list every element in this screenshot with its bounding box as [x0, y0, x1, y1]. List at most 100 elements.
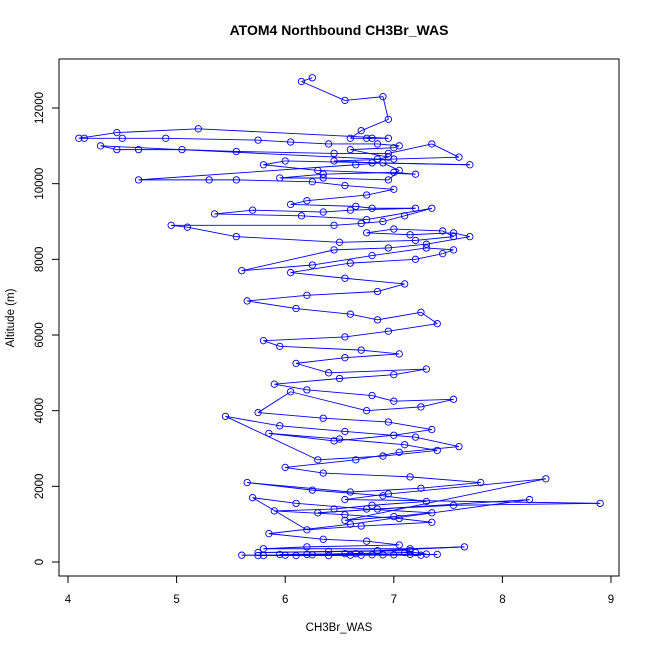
series-segment: [290, 262, 351, 274]
data-point: [362, 229, 371, 237]
data-point: [113, 145, 121, 154]
series-segment: [388, 421, 432, 431]
data-point: [411, 204, 420, 212]
data-point: [341, 333, 349, 341]
data-point: [183, 223, 192, 231]
data-point: [357, 346, 365, 354]
data-point: [341, 96, 349, 105]
data-point: [276, 342, 284, 350]
series-segment: [78, 132, 117, 139]
data-point: [308, 178, 316, 186]
data-point: [352, 550, 360, 558]
series-segment: [241, 264, 313, 272]
series-segment: [344, 478, 546, 521]
data-point: [330, 149, 338, 158]
data-point: [428, 140, 436, 148]
data-point: [401, 212, 409, 220]
data-point: [221, 412, 230, 420]
series-segment: [274, 378, 340, 385]
series-segment: [344, 96, 383, 101]
series-segment: [290, 204, 356, 207]
data-point: [303, 291, 311, 299]
data-point: [362, 191, 371, 199]
data-point: [286, 268, 295, 277]
series-segment: [344, 330, 389, 338]
data-point: [319, 469, 327, 477]
series-segment: [431, 143, 460, 158]
data-point: [390, 185, 398, 193]
data-point: [346, 551, 355, 559]
data-point: [384, 490, 393, 498]
data-point: [368, 551, 376, 559]
data-point: [384, 176, 393, 184]
data-point: [346, 145, 355, 154]
data-point: [428, 425, 436, 434]
series-segment: [323, 472, 411, 478]
series-segment: [290, 391, 367, 412]
data-point: [276, 550, 284, 559]
data-point: [330, 505, 338, 513]
series-segment: [355, 205, 373, 209]
x-tick-label: 8: [499, 594, 505, 606]
series-segment: [268, 533, 324, 540]
series-segment: [312, 181, 345, 187]
data-point: [373, 505, 382, 513]
data-point: [357, 127, 365, 135]
series-segment: [225, 415, 318, 461]
data-point: [379, 217, 387, 226]
y-tick-label: 0: [34, 559, 46, 565]
data-point: [324, 547, 333, 556]
data-point: [341, 550, 349, 558]
series-segment: [214, 213, 302, 217]
series-segment: [301, 81, 346, 101]
data-point: [319, 414, 327, 422]
data-point: [390, 225, 398, 233]
x-axis: 4 5 6 7 8 9: [65, 575, 614, 606]
series-segment: [334, 222, 362, 226]
data-point: [346, 488, 355, 496]
data-point: [417, 551, 425, 559]
data-point: [384, 244, 393, 252]
data-point: [314, 509, 322, 517]
series-segment: [399, 446, 460, 453]
data-point: [395, 448, 403, 456]
data-point: [194, 125, 202, 133]
series-segment: [252, 497, 308, 531]
y-tick-label: 12000: [34, 92, 46, 124]
series-segment: [350, 130, 362, 139]
series-segment: [334, 247, 389, 251]
data-point: [75, 134, 83, 142]
series-segment: [377, 311, 422, 321]
series-segment: [344, 499, 601, 504]
series-segment: [399, 518, 432, 523]
series-segment: [252, 497, 297, 504]
series-segment: [116, 128, 199, 134]
data-point: [373, 547, 382, 555]
series-segment: [382, 215, 405, 222]
series-segment: [323, 209, 351, 213]
data-point: [477, 478, 485, 487]
data-point: [254, 136, 262, 144]
series-segment: [426, 247, 454, 251]
series-segment: [306, 389, 373, 396]
series-segment: [241, 249, 335, 272]
data-point: [362, 215, 371, 224]
series-segment: [361, 349, 400, 355]
series-segment: [366, 508, 432, 514]
series-segment: [382, 96, 389, 120]
data-point: [395, 541, 403, 549]
series-segment: [323, 417, 389, 423]
data-point: [449, 229, 458, 237]
data-point: [384, 134, 393, 142]
series-segment: [393, 429, 432, 436]
data-point: [341, 274, 349, 282]
data-point: [346, 259, 355, 267]
data-point: [324, 140, 333, 148]
data-point: [232, 232, 240, 241]
data-point: [411, 433, 420, 441]
series-segment: [350, 207, 416, 211]
data-point: [449, 246, 458, 254]
data-point: [270, 380, 278, 388]
data-point: [238, 551, 246, 559]
data-point: [276, 174, 284, 182]
